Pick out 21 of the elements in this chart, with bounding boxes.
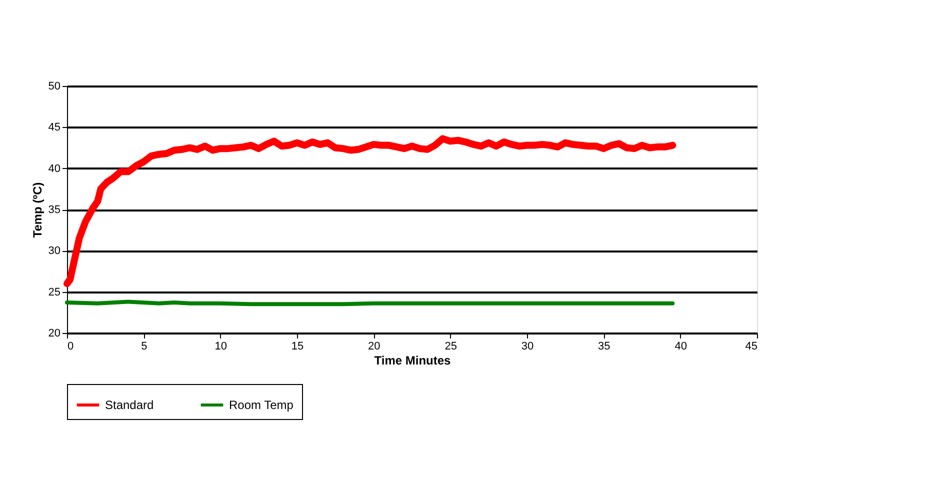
x-tick-label: 10: [214, 340, 227, 352]
x-tick-label: 40: [674, 340, 687, 352]
x-tick-label: 45: [745, 340, 758, 352]
x-tick-label: 20: [368, 340, 380, 352]
legend-label: Standard: [105, 398, 154, 412]
y-tick-label: 30: [48, 245, 60, 258]
legend-label: Room Temp: [229, 398, 294, 412]
x-tick-label: 25: [444, 340, 457, 352]
x-tick-label: 5: [141, 340, 148, 352]
y-tick-label: 40: [48, 162, 60, 175]
x-tick-label: 0: [68, 340, 74, 352]
x-tick-label: 30: [521, 340, 534, 352]
y-tick-label: 45: [48, 122, 60, 134]
x-tick-label: 15: [291, 340, 304, 352]
x-tick-label: 35: [598, 340, 610, 352]
y-tick-label: 20: [48, 328, 60, 340]
y-tick-label: 35: [48, 204, 60, 216]
y-tick-label: 25: [48, 286, 60, 298]
y-tick-label: 50: [48, 80, 60, 92]
x-axis-title: Time Minutes: [374, 354, 452, 368]
y-axis-title: Temp (ºC): [30, 182, 44, 238]
